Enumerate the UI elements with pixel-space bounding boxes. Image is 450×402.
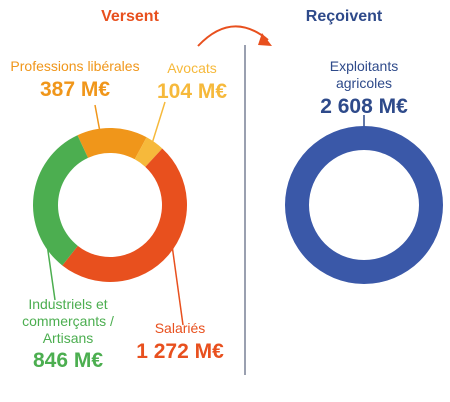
donut-segment (32, 135, 89, 266)
arrow-head (258, 33, 272, 46)
segment-label: Salariés 1 272 M€ (120, 320, 240, 364)
segment-label: Professions libérales 387 M€ (0, 58, 155, 102)
category-label: Salariés (154, 320, 206, 336)
value-label: 104 M€ (156, 79, 228, 103)
chart-title: Versent (101, 8, 159, 25)
donut-segment (77, 127, 147, 160)
segment-label: Industriels et commerçants / Artisans 846… (3, 296, 133, 374)
value-label: 1 272 M€ (136, 339, 224, 363)
arrow (197, 25, 269, 47)
chart-title: Reçoivent (305, 8, 383, 25)
category-label: Avocats (167, 60, 217, 76)
donut-segment (62, 148, 187, 282)
category-label: Professions libérales (10, 58, 140, 74)
value-label: 387 M€ (39, 77, 111, 101)
donut-segment (285, 126, 443, 284)
segment-label: Avocats 104 M€ (147, 60, 237, 104)
value-label: 2 608 M€ (320, 94, 408, 118)
donut-segment (134, 137, 163, 167)
value-label: 846 M€ (32, 349, 104, 373)
category-label: Industriels et commerçants / Artisans (22, 296, 114, 346)
category-label: Exploitants agricoles (329, 58, 399, 91)
segment-label: Exploitants agricoles 2 608 M€ (314, 58, 414, 119)
